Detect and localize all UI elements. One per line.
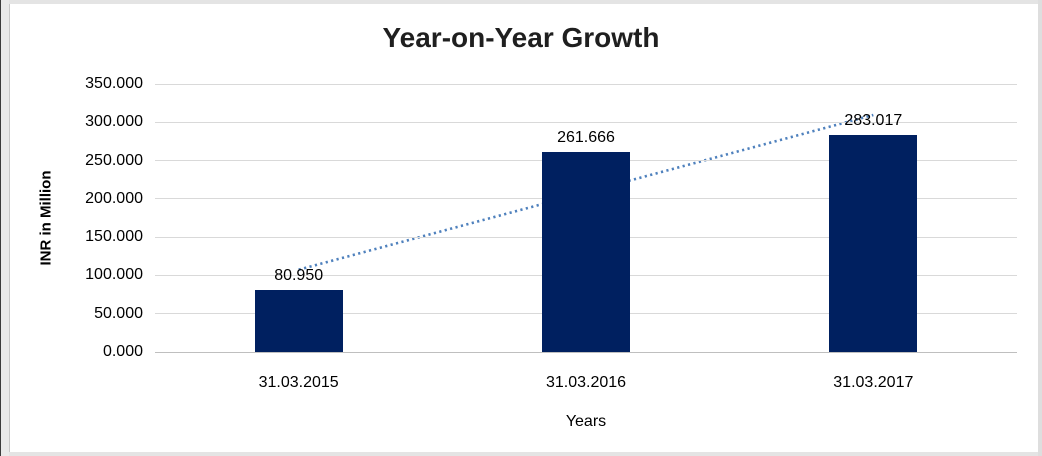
gridline <box>155 121 1017 123</box>
frame-border-left <box>1 0 9 456</box>
frame-border-left-inner <box>9 4 10 452</box>
x-axis-line <box>155 351 1017 353</box>
x-tick-label: 31.03.2017 <box>833 374 914 391</box>
y-axis-title: INR in Million <box>37 170 55 266</box>
x-tick-label: 31.03.2015 <box>258 374 339 391</box>
y-tick-label: 200.000 <box>85 189 143 207</box>
gridline <box>155 83 1017 85</box>
y-tick-label: 350.000 <box>85 75 143 92</box>
frame-border-right <box>1038 0 1042 456</box>
y-tick-label: 250.000 <box>85 151 143 169</box>
bar-value-label: 283.017 <box>844 112 903 130</box>
y-tick-label: 150.000 <box>85 228 143 246</box>
bar <box>542 151 630 352</box>
y-tick-label: 0.000 <box>102 343 143 360</box>
bar <box>254 290 343 352</box>
y-tick-label: 300.000 <box>85 113 143 131</box>
y-tick-label: 50.000 <box>94 304 143 322</box>
frame-border-top <box>0 0 1042 4</box>
frame-border-bottom <box>0 452 1042 456</box>
bar-value-label: 80.950 <box>274 267 324 284</box>
frame-border-left-outer <box>0 0 1 456</box>
bar-value-label: 261.666 <box>557 128 615 146</box>
x-axis-title: Years <box>565 413 607 430</box>
bar <box>829 135 918 352</box>
y-tick-label: 100.000 <box>85 266 143 284</box>
x-tick-label: 31.03.2016 <box>545 374 627 391</box>
chart-title: Year-on-Year Growth <box>382 22 660 53</box>
